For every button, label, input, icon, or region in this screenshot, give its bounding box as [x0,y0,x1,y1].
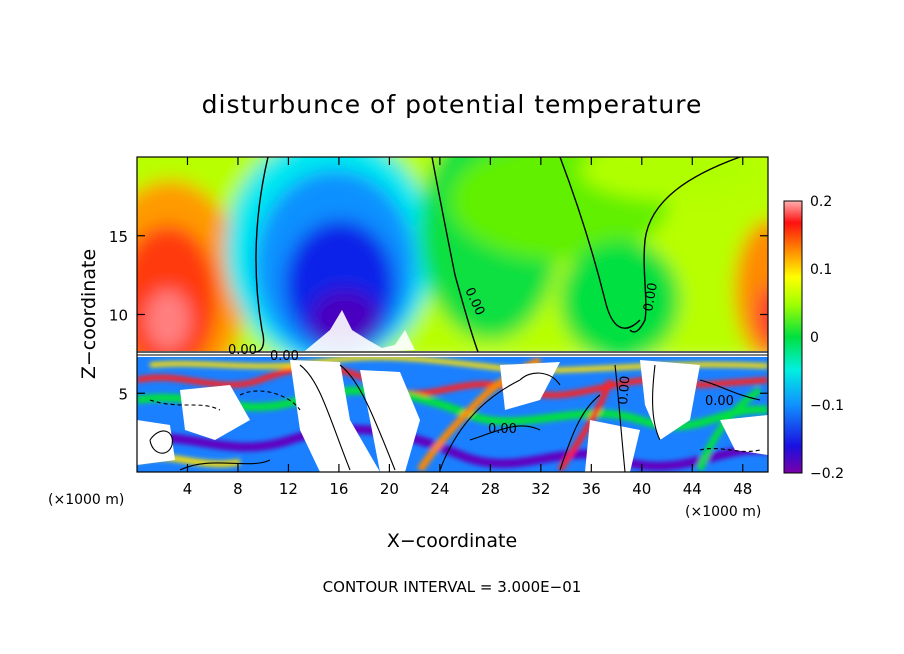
contour-interval-note: CONTOUR INTERVAL = 3.000E−01 [323,578,582,596]
contour-label: 0.00 [705,394,734,409]
colorbar: 0.2 0.1 0 −0.1 −0.2 [783,194,844,482]
colorbar-tick-label: 0.1 [810,262,832,278]
x-tick-label: 44 [683,480,702,498]
contour-lines [254,157,741,353]
plot-area: 0.00 0.00 0.00 0.00 0.00 0.00 0.00 [137,157,768,472]
x-tick-label: 28 [481,480,500,498]
x-tick-label: 40 [632,480,651,498]
x-tick-label: 4 [183,480,193,498]
x-unit-left: (×1000 m) [48,492,124,508]
x-tick-label: 36 [582,480,601,498]
x-tick-label: 12 [279,480,298,498]
x-tick-label: 48 [733,480,752,498]
y-tick-label: 10 [109,307,128,325]
chart-title: disturbunce of potential temperature [202,90,703,119]
x-tick-label: 16 [329,480,348,498]
x-tick-label: 32 [531,480,550,498]
colorbar-ticks: 0.2 0.1 0 −0.1 −0.2 [810,194,844,482]
x-axis: 4 8 12 16 20 24 28 32 36 40 44 48 [183,157,752,498]
contour-label: 0.00 [616,375,633,405]
x-tick-label: 24 [430,480,449,498]
colorbar-tick-label: 0 [810,330,819,346]
contour-label: 0.00 [270,349,299,364]
y-axis: 5 10 15 [109,228,768,403]
lower-field [137,354,768,472]
y-tick-label: 5 [118,385,128,403]
contour-lines-lower [149,364,761,472]
colorbar-gradient [783,200,803,474]
x-tick-label: 8 [233,480,243,498]
upper-field [137,157,768,400]
contour-label: 0.00 [641,282,661,313]
contour-label: 0.00 [228,343,257,358]
x-axis-title: X−coordinate [387,530,517,552]
x-unit-right: (×1000 m) [685,504,761,520]
y-tick-label: 15 [109,228,128,246]
white-peaks [300,310,415,355]
colorbar-tick-label: −0.1 [810,398,844,414]
contour-label: 0.00 [488,422,517,437]
x-tick-label: 20 [380,480,399,498]
boundary-band [137,351,768,357]
colorbar-tick-label: 0.2 [810,194,832,210]
y-axis-title: Z−coordinate [78,249,100,379]
colorbar-tick-label: −0.2 [810,466,844,482]
